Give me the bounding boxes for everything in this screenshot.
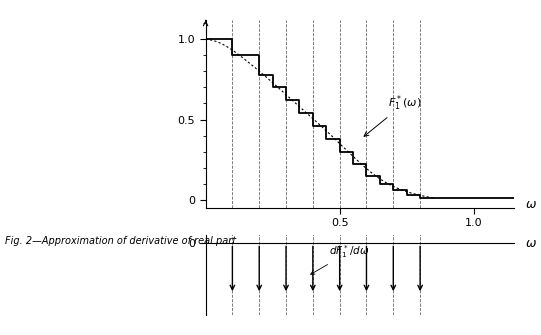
Text: Fig. 2—Approximation of derivative of real part.: Fig. 2—Approximation of derivative of re… [5,236,240,246]
Text: $\omega$: $\omega$ [525,237,537,250]
Text: $F_1^*(\omega)$: $F_1^*(\omega)$ [364,93,421,136]
Text: $dF_1^*/d\omega$: $dF_1^*/d\omega$ [311,244,370,274]
Text: $\omega$: $\omega$ [525,198,537,211]
